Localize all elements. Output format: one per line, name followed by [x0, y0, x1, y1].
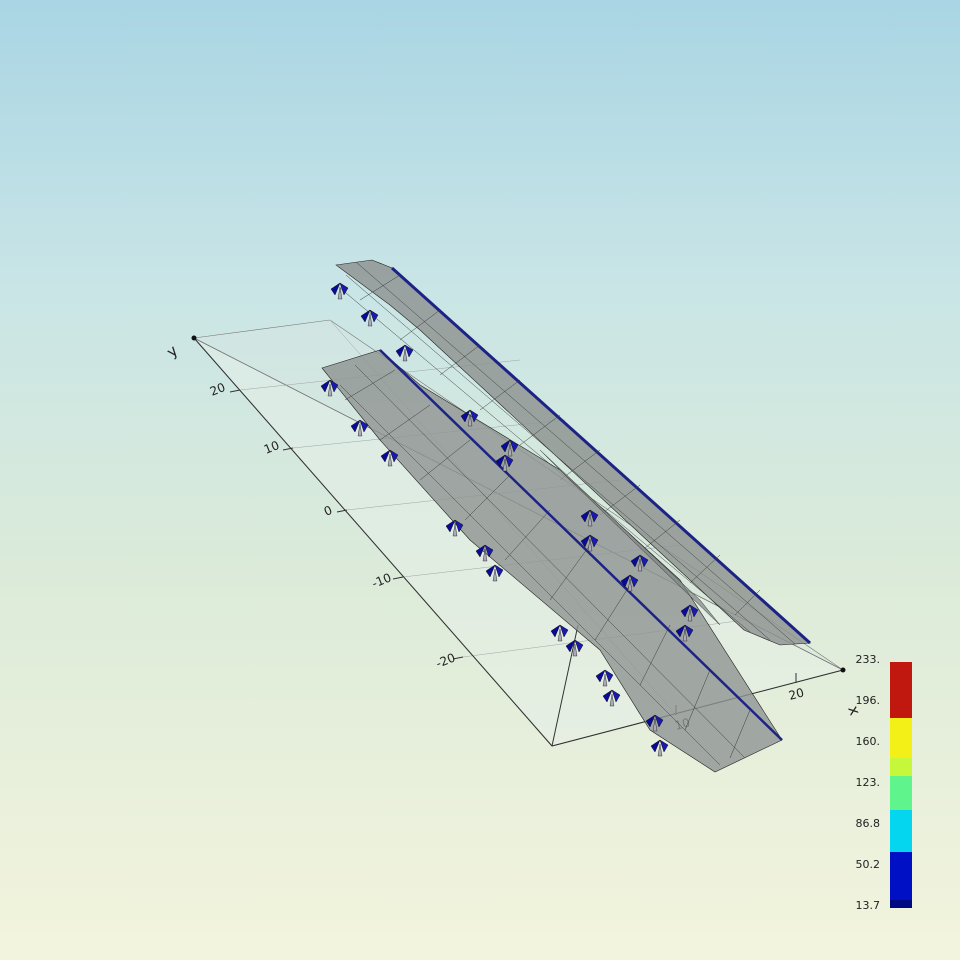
load-arrow-glyph: [645, 714, 664, 732]
load-arrow-glyph: [380, 449, 399, 467]
load-arrow-glyph: [602, 689, 621, 707]
load-arrow-glyph: [320, 379, 339, 397]
legend-swatch-yellow: [890, 718, 912, 758]
load-arrow-glyph: [620, 574, 639, 592]
load-arrow-glyph: [595, 669, 614, 687]
load-arrow-glyph: [580, 534, 599, 552]
legend-label: 86.8: [855, 817, 881, 830]
load-arrow-glyph: [675, 624, 694, 642]
legend-swatch-red: [890, 662, 912, 718]
load-arrows: [320, 282, 699, 757]
y-axis-ticks: [229, 389, 464, 660]
load-arrow-glyph: [650, 739, 669, 757]
load-arrow-glyph: [460, 409, 479, 427]
load-arrow-glyph: [330, 282, 349, 300]
load-arrow-glyph: [565, 639, 584, 657]
y-tick-label: -20: [434, 650, 457, 670]
load-arrow-glyph: [395, 344, 414, 362]
legend-label: 233.: [855, 653, 881, 666]
y-tick-label: 20: [208, 380, 227, 399]
y-tick-label: -10: [370, 570, 393, 590]
load-arrow-glyph: [350, 419, 369, 437]
legend-label: 160.: [855, 735, 881, 748]
legend-swatch-blue: [890, 852, 912, 900]
legend-label: 50.2: [855, 858, 881, 871]
load-arrow-glyph: [485, 564, 504, 582]
x-tick-label: 20: [787, 685, 805, 702]
y-axis-title: y: [163, 341, 181, 361]
legend-swatch-navy: [890, 900, 912, 908]
lower-shell-surface: [321, 349, 783, 773]
axis-corner-marker: [191, 335, 197, 341]
load-arrow-glyph: [475, 544, 494, 562]
legend-swatch-lime: [890, 758, 912, 776]
legend-label: 13.7: [855, 899, 881, 912]
legend-label: 196.: [855, 694, 881, 707]
legend-label: 123.: [855, 776, 881, 789]
load-arrow-glyph: [360, 309, 379, 327]
axis-end-marker: [840, 667, 846, 673]
legend-swatch-cyan: [890, 810, 912, 852]
load-arrow-glyph: [580, 509, 599, 527]
load-arrow-glyph: [550, 624, 569, 642]
legend-swatch-green: [890, 776, 912, 810]
load-arrow-glyph: [680, 604, 699, 622]
load-arrow-glyph: [630, 554, 649, 572]
color-legend: 233. 196. 160. 123. 86.8 50.2 13.7: [850, 650, 930, 920]
load-arrow-glyph: [500, 439, 519, 457]
y-tick-label: 10: [262, 438, 281, 457]
load-arrow-glyph: [495, 454, 514, 472]
y-tick-label: 0: [322, 503, 334, 519]
load-arrow-glyph: [445, 519, 464, 537]
upper-shell-surface: [335, 259, 812, 646]
